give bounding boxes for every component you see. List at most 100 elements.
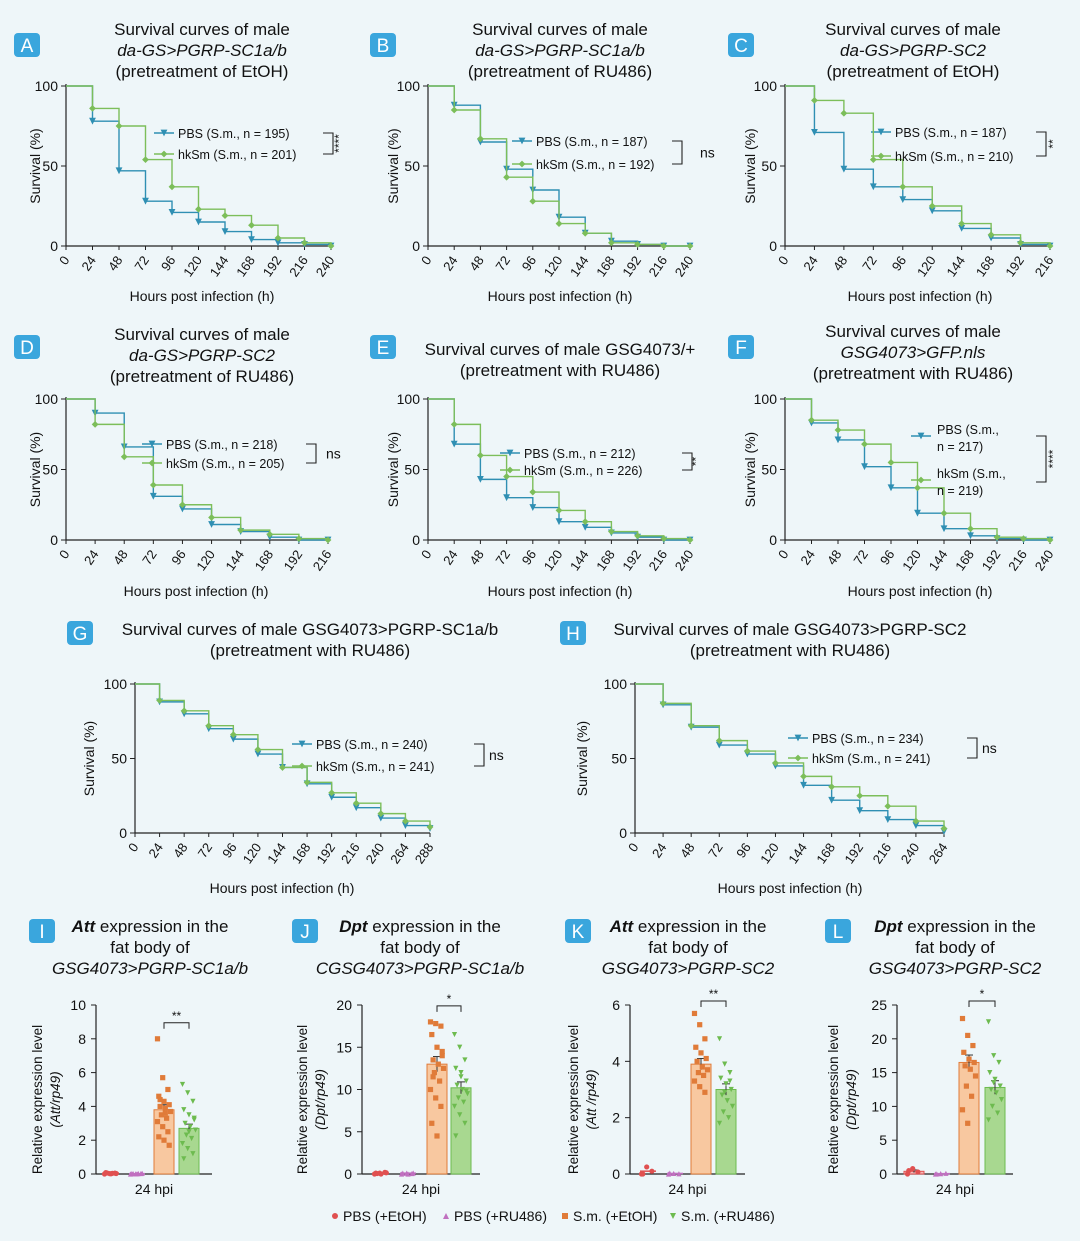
y-tick-label: 0 xyxy=(344,1166,352,1182)
data-point xyxy=(208,521,215,528)
chart-title-line: da-GS>PGRP-SC2 xyxy=(840,41,987,60)
data-point xyxy=(378,1171,384,1177)
x-tick-label: 288 xyxy=(412,840,437,866)
x-tick-label: 0 xyxy=(775,253,791,268)
panel-label-i: I xyxy=(29,919,55,943)
y-tick-label: 6 xyxy=(78,1065,86,1081)
data-point xyxy=(967,532,974,540)
legend-label: hkSm (S.m., xyxy=(937,467,1006,481)
legend-label-cont: n = 219) xyxy=(937,484,983,498)
legend-label: PBS (S.m., n = 187) xyxy=(895,126,1007,140)
y-tick-label: 100 xyxy=(397,391,421,407)
bar xyxy=(178,1127,200,1175)
x-tick-label: 240 xyxy=(313,253,338,279)
data-point xyxy=(438,1023,444,1029)
data-point xyxy=(695,1070,701,1076)
x-tick-label: 216 xyxy=(1005,547,1030,573)
y-tick-label: 15 xyxy=(336,1039,352,1055)
data-point xyxy=(722,1061,728,1067)
y-tick-label: 0 xyxy=(879,1166,887,1182)
x-axis-label: Hours post infection (h) xyxy=(848,288,993,304)
data-point xyxy=(962,1063,968,1069)
survival-chart-g: 0 50 100 0 24 48 72 96 120 144 168 192 216 240 264 288 H… xyxy=(81,676,504,896)
chart-title-line: GSG4073>PGRP-SC2 xyxy=(602,959,775,978)
data-point xyxy=(724,1098,730,1104)
data-point xyxy=(963,1083,969,1089)
x-tick-label: 120 xyxy=(914,253,939,279)
data-point xyxy=(435,1061,441,1067)
y-axis-label: Survival (%) xyxy=(385,432,401,507)
x-axis-label: Hours post infection (h) xyxy=(488,583,633,599)
data-point xyxy=(179,505,186,513)
y-tick-label: 100 xyxy=(754,78,778,94)
x-tick-label: 0 xyxy=(418,253,434,268)
data-point xyxy=(166,1102,172,1108)
panel-label-e: E xyxy=(370,335,396,359)
data-point xyxy=(186,1129,192,1135)
x-tick-label: 216 xyxy=(1032,253,1057,279)
y-tick-label: 0 xyxy=(119,825,127,841)
significance-bracket xyxy=(1036,131,1047,157)
data-point xyxy=(221,212,229,219)
panel-badge-bg xyxy=(565,919,591,943)
chart-title-line: Att expression in the xyxy=(609,917,767,936)
series-line-hksm xyxy=(66,398,329,540)
data-point xyxy=(191,1115,197,1121)
data-point xyxy=(426,823,434,831)
chart-title-line: da-GS>PGRP-SC2 xyxy=(129,346,276,365)
series-line-hksm xyxy=(635,683,945,829)
significance-label: ** xyxy=(689,457,703,467)
data-point xyxy=(634,532,641,540)
data-point xyxy=(659,699,667,707)
x-tick-label: 168 xyxy=(952,547,977,573)
y-tick-label: 50 xyxy=(404,158,420,174)
y-tick-label: 100 xyxy=(35,78,59,94)
panel-label-l: L xyxy=(825,919,851,943)
data-point xyxy=(179,501,186,509)
data-point xyxy=(455,1095,461,1101)
legend-marker xyxy=(443,1213,449,1219)
data-point xyxy=(157,1097,163,1103)
data-point xyxy=(972,1073,979,1079)
legend-label: PBS (S.m., n = 234) xyxy=(812,732,924,746)
significance-bracket xyxy=(474,743,485,767)
data-point xyxy=(995,1110,1001,1116)
data-point xyxy=(856,792,864,800)
data-point xyxy=(154,1036,161,1042)
y-axis-label: Survival (%) xyxy=(27,432,43,507)
chart-title-line: GSG4073>GFP.nls xyxy=(841,343,986,362)
legend-label: PBS (+EtOH) xyxy=(343,1208,427,1224)
x-tick-label: 48 xyxy=(105,253,126,273)
data-point xyxy=(142,197,149,205)
data-point xyxy=(450,420,458,428)
x-tick-label: 240 xyxy=(363,840,388,866)
data-point xyxy=(453,1133,459,1139)
chart-title-line: fat body of xyxy=(110,938,190,957)
data-point xyxy=(439,1053,445,1059)
data-point xyxy=(985,1117,992,1123)
x-tick-label: 24 xyxy=(81,547,102,567)
data-point xyxy=(451,1031,458,1038)
chart-title-line: GSG4073>PGRP-SC1a/b xyxy=(52,959,248,978)
bar xyxy=(715,1089,737,1175)
chart-title-line: (pretreatment of EtOH) xyxy=(116,62,289,81)
data-point xyxy=(303,778,311,786)
data-point xyxy=(727,1078,733,1084)
legend-label: hkSm (S.m., n = 241) xyxy=(812,752,930,766)
data-point xyxy=(715,741,723,749)
series-line-hksm xyxy=(785,398,1051,540)
panel-label-c: C xyxy=(728,33,754,57)
y-tick-label: 0 xyxy=(78,1166,86,1182)
data-point xyxy=(434,1133,440,1139)
data-point xyxy=(644,1164,650,1170)
y-tick-label: 0 xyxy=(50,238,58,254)
x-tick-label: 48 xyxy=(677,840,698,860)
x-tick-label: 120 xyxy=(193,547,218,573)
data-point xyxy=(991,1080,997,1086)
data-point xyxy=(450,440,458,448)
y-tick-label: 100 xyxy=(104,676,128,692)
panel-badge-letter: I xyxy=(39,922,44,943)
chart-title-line: (pretreatment with RU486) xyxy=(460,361,660,380)
data-point xyxy=(433,1020,439,1027)
x-tick-label: 48 xyxy=(830,253,851,273)
